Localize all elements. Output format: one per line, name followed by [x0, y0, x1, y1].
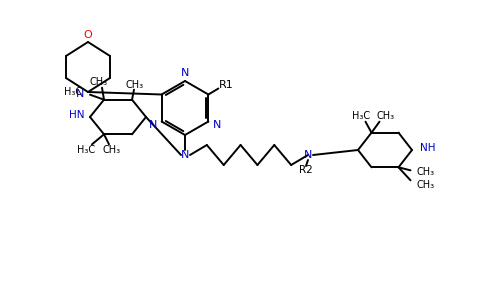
- Text: N: N: [76, 89, 84, 99]
- Text: HN: HN: [69, 110, 84, 120]
- Text: H₃C: H₃C: [352, 111, 371, 121]
- Text: NH: NH: [420, 143, 436, 153]
- Text: N: N: [304, 150, 312, 160]
- Text: H₃C: H₃C: [64, 87, 82, 97]
- Text: H₃C: H₃C: [77, 145, 95, 155]
- Text: CH₃: CH₃: [90, 77, 108, 87]
- Text: R1: R1: [219, 80, 234, 89]
- Text: CH₃: CH₃: [377, 111, 394, 121]
- Text: N: N: [213, 121, 222, 130]
- Text: O: O: [84, 30, 92, 40]
- Text: N: N: [149, 121, 157, 130]
- Text: CH₃: CH₃: [417, 167, 435, 177]
- Text: CH₃: CH₃: [103, 145, 121, 155]
- Text: CH₃: CH₃: [126, 80, 144, 90]
- Text: N: N: [181, 150, 189, 160]
- Text: R2: R2: [299, 165, 313, 175]
- Text: CH₃: CH₃: [417, 180, 435, 190]
- Text: N: N: [181, 68, 189, 78]
